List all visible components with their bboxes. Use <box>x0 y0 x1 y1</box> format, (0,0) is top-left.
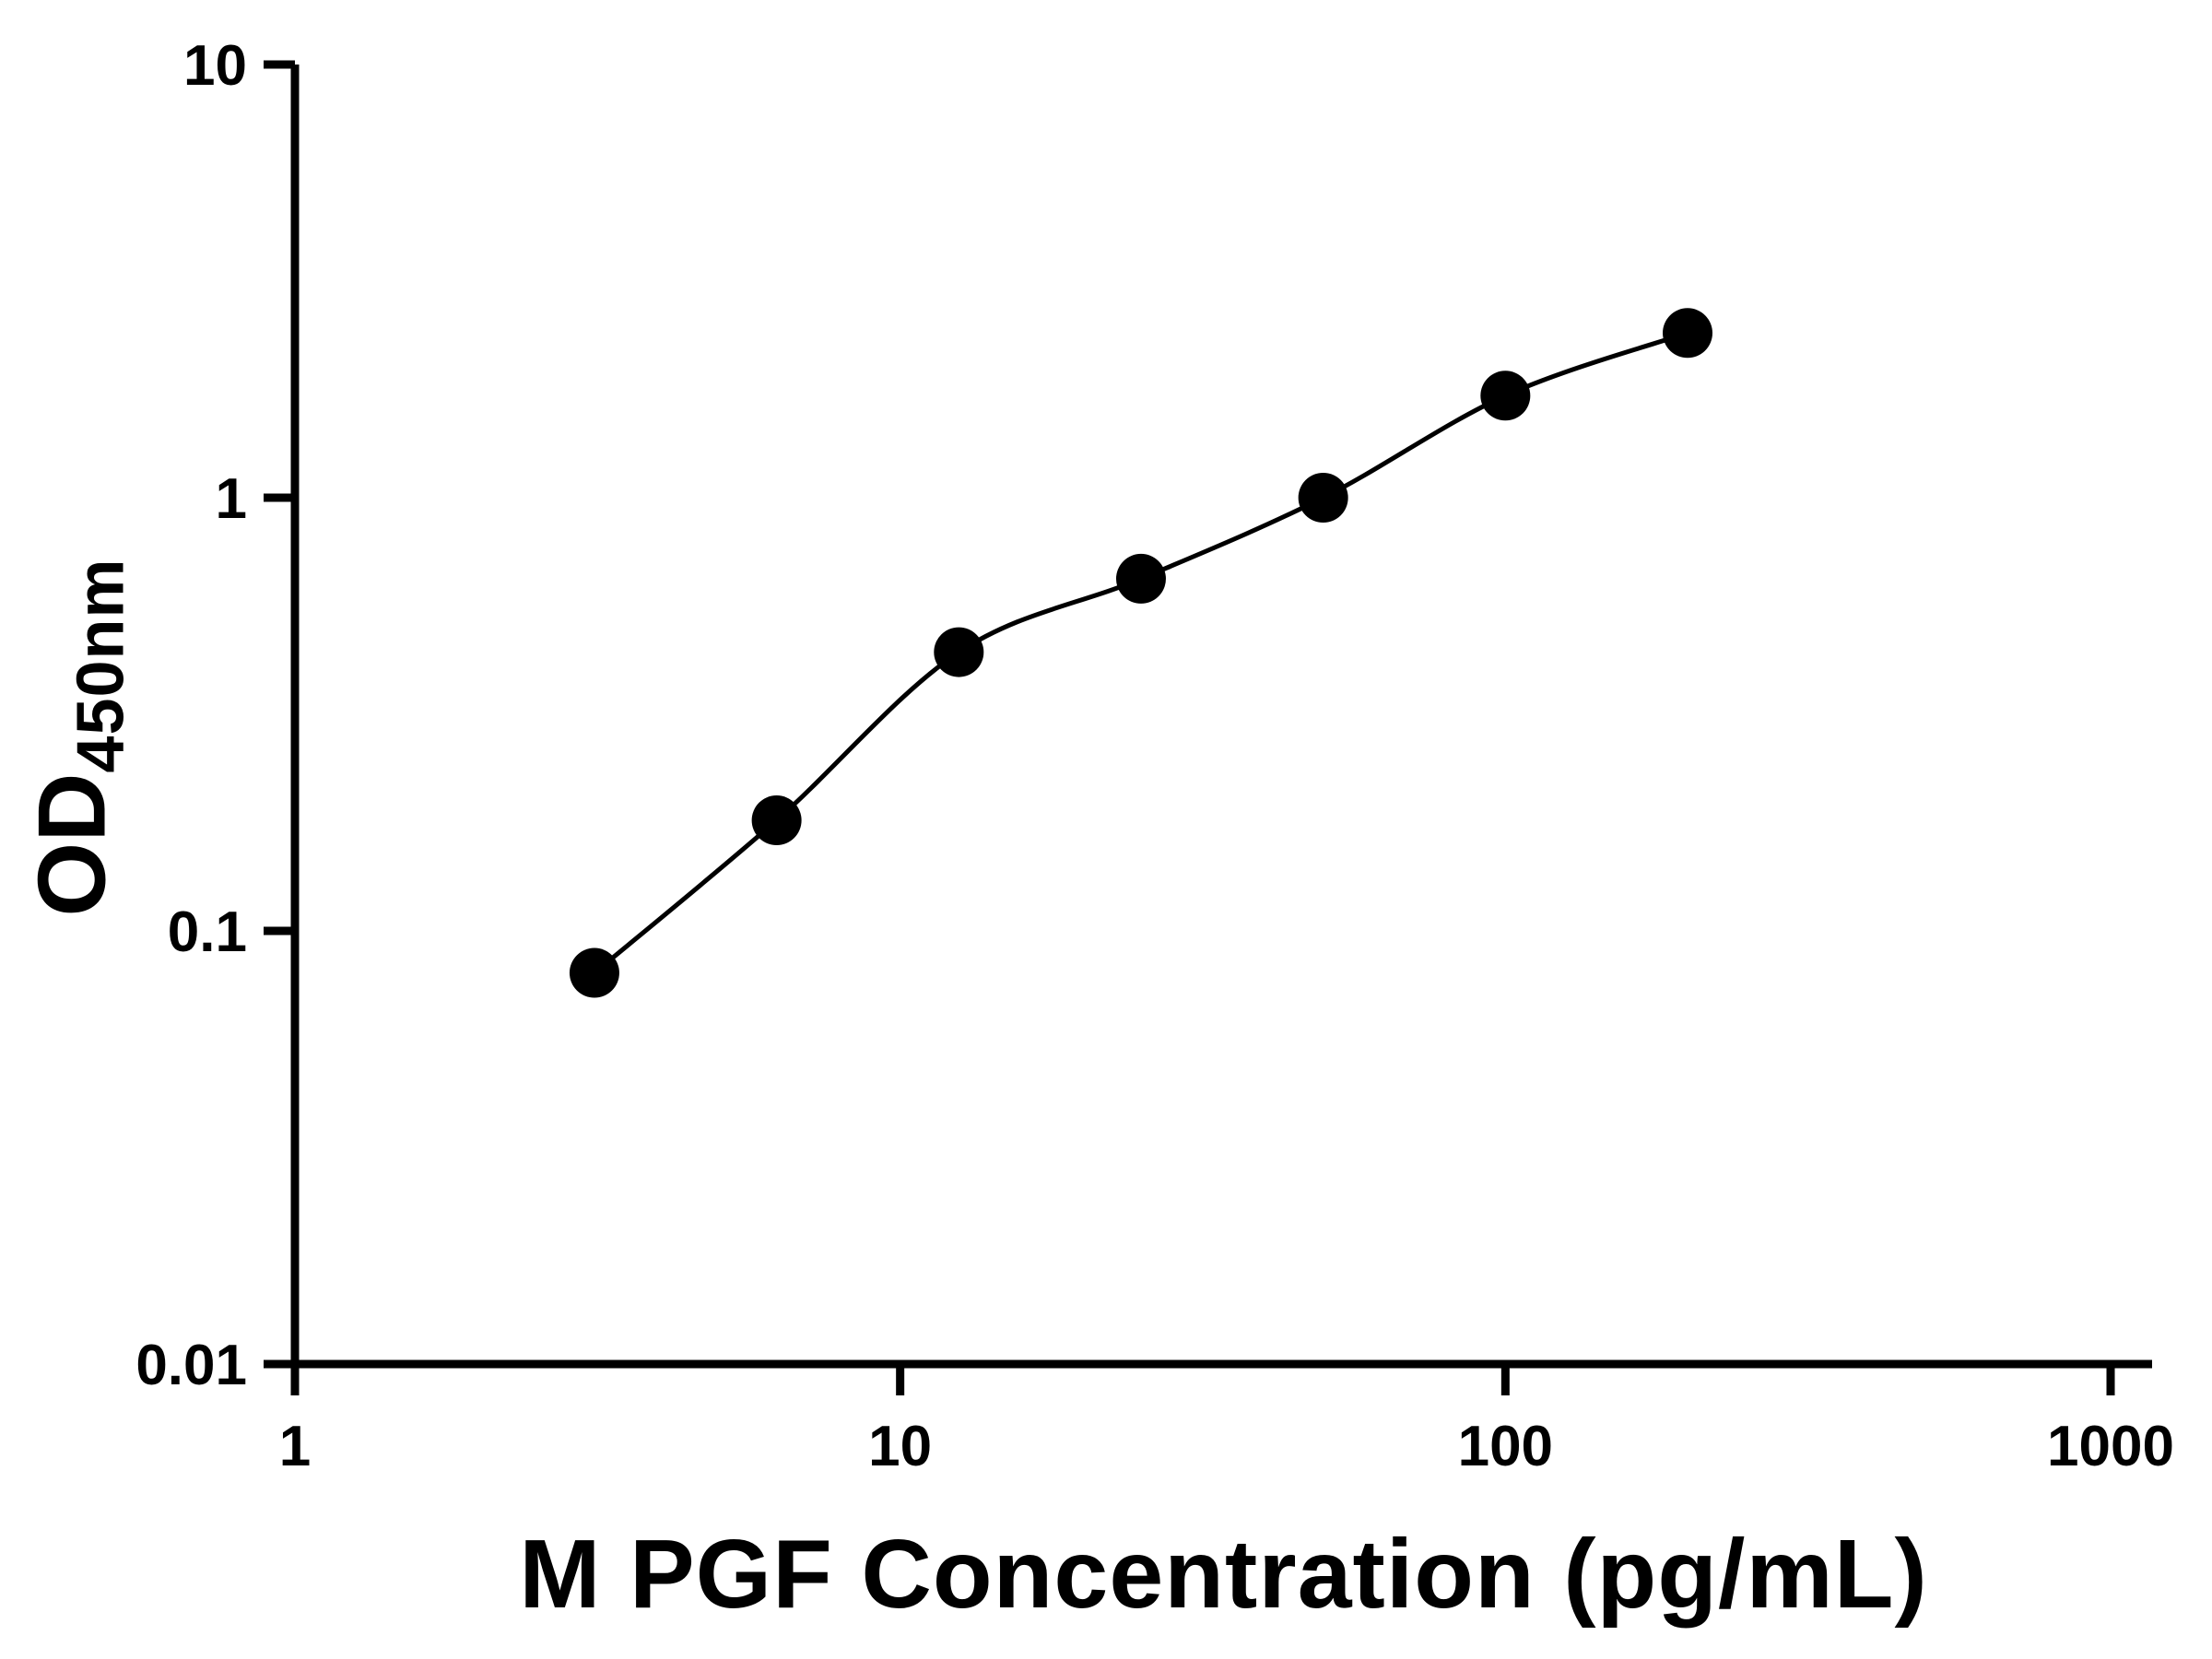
data-point <box>751 795 802 846</box>
data-point <box>1663 308 1713 359</box>
data-point <box>1298 473 1348 523</box>
data-point <box>1115 553 1166 604</box>
y-tick-label: 10 <box>183 34 247 98</box>
y-tick-label: 0.01 <box>135 1334 247 1397</box>
x-axis-title: M PGF Concentration (pg/mL) <box>519 1520 1928 1629</box>
x-tick-label: 100 <box>1458 1415 1553 1478</box>
x-tick-label: 10 <box>868 1415 932 1478</box>
y-axis-title: OD450nm <box>18 558 139 916</box>
fit-curve <box>593 330 1688 975</box>
x-tick-label: 1 <box>279 1415 311 1478</box>
data-point <box>934 627 984 677</box>
y-tick-label: 0.1 <box>168 900 247 964</box>
y-axis-title-main: OD <box>18 772 126 917</box>
data-point <box>1480 371 1531 421</box>
y-axis-title-subscript: 450nm <box>64 558 138 773</box>
axis-line <box>290 65 2152 1369</box>
x-tick-label: 1000 <box>2047 1415 2174 1478</box>
data-point <box>569 947 619 998</box>
y-tick-label: 1 <box>216 467 247 531</box>
